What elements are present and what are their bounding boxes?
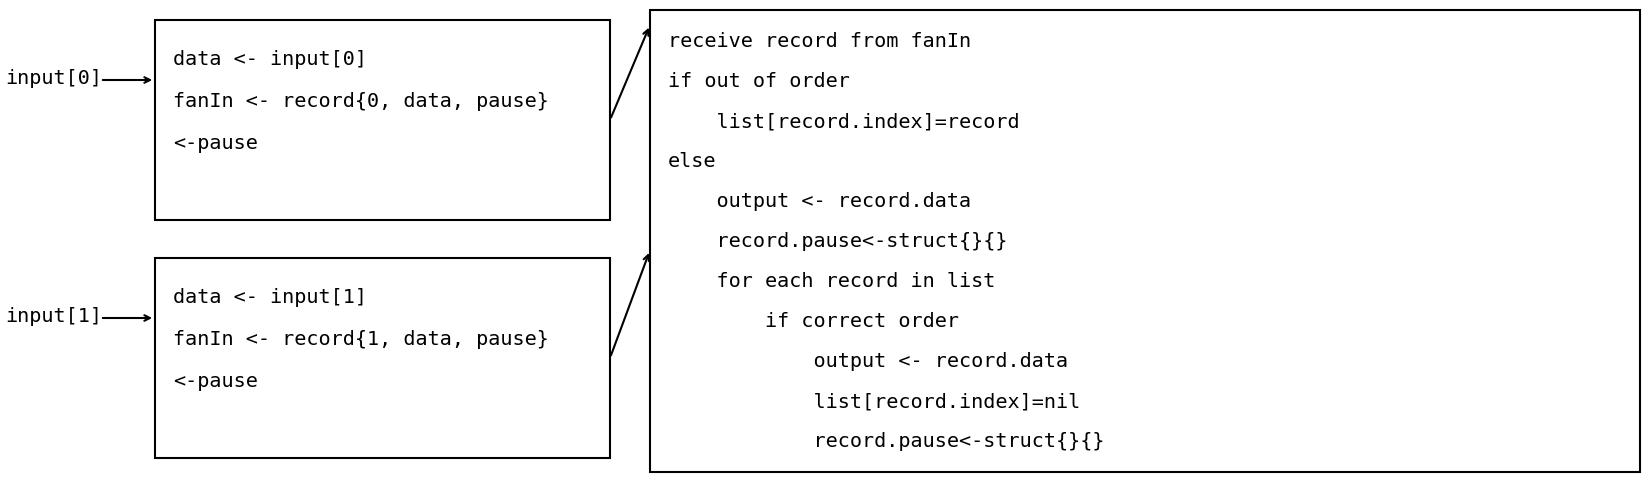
Text: data <- input[0]: data <- input[0]	[173, 50, 366, 69]
Text: output <- record.data: output <- record.data	[668, 192, 972, 211]
Bar	[155, 20, 610, 220]
Text: record.pause<-struct{}{}: record.pause<-struct{}{}	[668, 432, 1104, 451]
Text: if correct order: if correct order	[668, 312, 959, 331]
Text: list[record.index]=nil: list[record.index]=nil	[668, 392, 1081, 411]
Text: output <- record.data: output <- record.data	[668, 352, 1068, 371]
Text: list[record.index]=record: list[record.index]=record	[668, 112, 1020, 131]
Text: input[0]: input[0]	[5, 68, 102, 88]
Text: fanIn <- record{0, data, pause}: fanIn <- record{0, data, pause}	[173, 92, 549, 111]
Text: <-pause: <-pause	[173, 134, 257, 153]
Text: fanIn <- record{1, data, pause}: fanIn <- record{1, data, pause}	[173, 330, 549, 349]
Text: if out of order: if out of order	[668, 72, 850, 91]
Text: else: else	[668, 152, 716, 171]
Text: <-pause: <-pause	[173, 372, 257, 391]
Text: for each record in list: for each record in list	[668, 272, 995, 291]
Text: data <- input[1]: data <- input[1]	[173, 288, 366, 307]
Bar	[650, 10, 1640, 472]
Text: input[1]: input[1]	[5, 307, 102, 325]
Text: receive record from fanIn: receive record from fanIn	[668, 32, 972, 51]
Bar	[155, 258, 610, 458]
Text: record.pause<-struct{}{}: record.pause<-struct{}{}	[668, 232, 1008, 251]
